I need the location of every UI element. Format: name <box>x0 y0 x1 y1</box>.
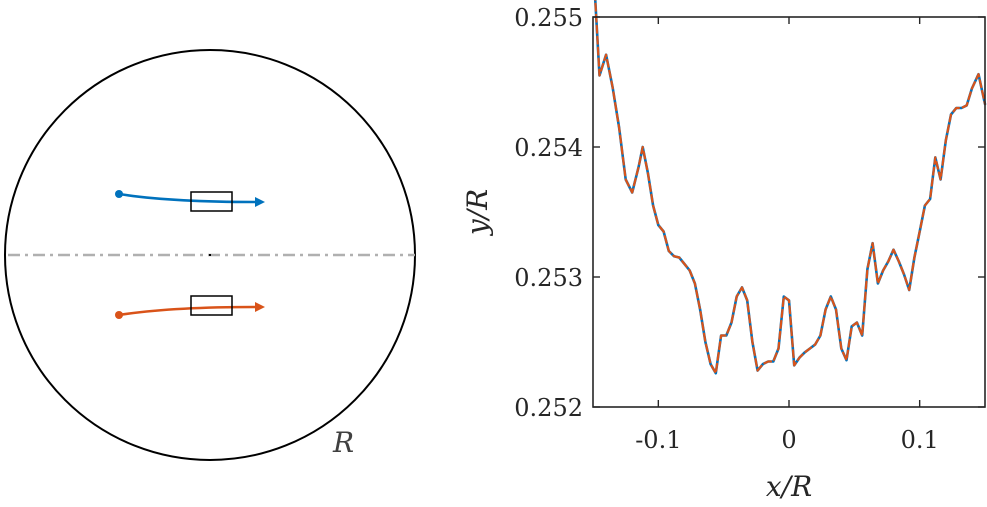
upper-arrowhead <box>255 197 265 207</box>
upper-trajectory <box>115 190 265 212</box>
center-marker <box>209 254 211 256</box>
upper-window <box>190 191 233 212</box>
lower-trajectory <box>115 295 265 319</box>
lower-window <box>190 295 233 316</box>
series-line-2 <box>594 0 987 375</box>
lower-path <box>118 305 256 317</box>
y-tick-label: 0.255 <box>514 4 583 32</box>
series-layer <box>593 0 987 375</box>
pipe-schematic: R <box>4 49 416 461</box>
y-tick-label: 0.254 <box>514 134 583 162</box>
lower-arrowhead <box>255 302 265 312</box>
y-axis-label: y/R <box>461 189 494 237</box>
tick-label-layer: -0.1 0 0.1 0.252 0.253 0.254 0.255 <box>514 4 938 454</box>
x-tick-label: -0.1 <box>635 426 681 454</box>
chart: -0.1 0 0.1 0.252 0.253 0.254 0.255 x/R y/R <box>461 0 987 503</box>
x-tick-label: 0 <box>781 426 796 454</box>
tick-layer <box>593 16 985 408</box>
plot-frame <box>592 16 986 408</box>
radius-label: R <box>332 426 354 459</box>
x-tick-label: 0.1 <box>901 426 939 454</box>
x-axis-label: x/R <box>766 470 812 503</box>
series-line-1 <box>593 0 987 375</box>
upper-path <box>118 192 256 204</box>
y-tick-label: 0.252 <box>514 394 583 422</box>
y-tick-label: 0.253 <box>514 264 583 292</box>
